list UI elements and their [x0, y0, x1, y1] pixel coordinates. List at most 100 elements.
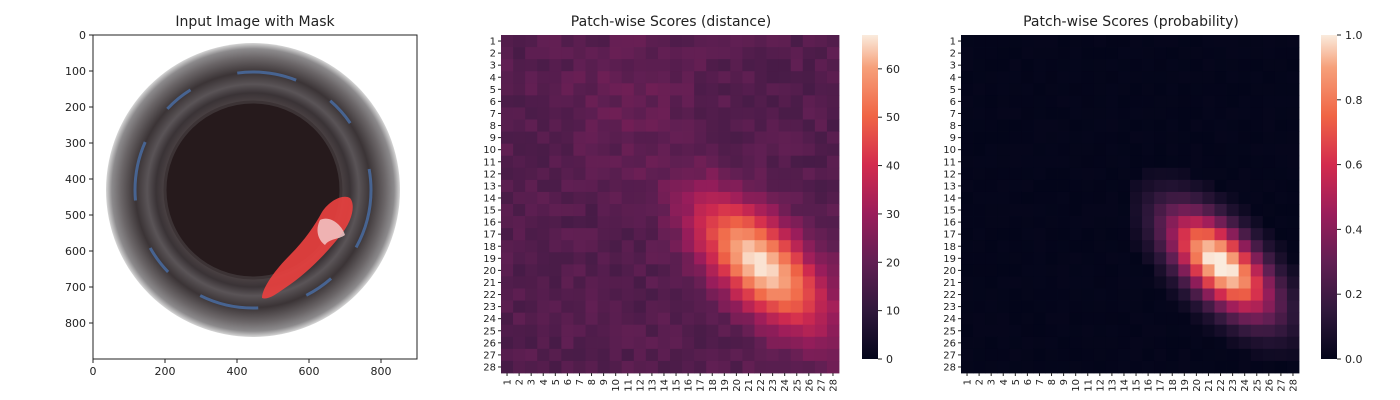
heatmap-cell: [1033, 59, 1046, 72]
heatmap-cell: [549, 216, 562, 229]
y-tick-label: 12: [943, 169, 956, 180]
heatmap-cell: [573, 59, 586, 72]
heatmap-cell: [549, 107, 562, 120]
colorbar-tick-label: 30: [886, 208, 900, 221]
heatmap-cell: [501, 288, 514, 301]
heatmap-cell: [1009, 228, 1022, 241]
heatmap-cell: [1178, 288, 1191, 301]
heatmap-cell: [513, 167, 526, 181]
heatmap-cell: [633, 240, 647, 253]
heatmap-cell: [1045, 204, 1058, 217]
heatmap-cell: [633, 95, 647, 108]
heatmap-cell: [1057, 228, 1071, 241]
heatmap-cell: [1178, 360, 1191, 374]
heatmap-cell: [754, 240, 767, 253]
heatmap-cell: [645, 300, 659, 314]
heatmap-cell: [1166, 179, 1179, 193]
heatmap-cell: [1154, 252, 1167, 265]
heatmap-cell: [790, 276, 804, 289]
heatmap-cell: [682, 276, 695, 289]
y-tick-label: 400: [65, 173, 86, 186]
heatmap-cell: [985, 312, 998, 326]
heatmap-cell: [1142, 143, 1155, 157]
heatmap-cell: [1142, 276, 1155, 289]
heatmap-cell: [609, 300, 623, 314]
heatmap-cell: [1142, 71, 1155, 84]
heatmap-cell: [718, 95, 731, 108]
heatmap-cell: [537, 288, 550, 301]
heatmap-cell: [1274, 107, 1288, 120]
heatmap-cell: [1105, 336, 1119, 350]
heatmap-cell: [537, 143, 550, 157]
heatmap-cell: [718, 252, 731, 265]
heatmap-cell: [670, 167, 683, 181]
heatmap-cell: [754, 191, 767, 205]
heatmap-cell: [645, 35, 659, 48]
heatmap-cell: [1274, 288, 1288, 301]
heatmap-cell: [1166, 252, 1179, 265]
heatmap-cell: [766, 71, 780, 84]
x-tick-label: 800: [371, 365, 392, 378]
heatmap-cell: [1130, 360, 1143, 374]
heatmap-cell: [997, 228, 1010, 241]
heatmap-cell: [1093, 312, 1107, 326]
heatmap-cell: [814, 288, 828, 301]
heatmap-cell: [997, 191, 1010, 205]
heatmap-cell: [1238, 119, 1252, 132]
x-tick-label: 9: [1059, 379, 1070, 385]
heatmap-cell: [754, 324, 767, 338]
heatmap-cell: [754, 95, 767, 108]
heatmap-cell: [573, 276, 586, 289]
heatmap-cell: [561, 59, 574, 72]
heatmap-cell: [694, 71, 707, 84]
heatmap-cell: [1093, 300, 1107, 314]
heatmap-cell: [790, 204, 804, 217]
heatmap-cell: [1105, 143, 1119, 157]
heatmap-cell: [1081, 167, 1095, 181]
heatmap-cell: [997, 131, 1010, 145]
heatmap-cell: [1166, 59, 1179, 72]
heatmap-cell: [985, 276, 998, 289]
heatmap-cell: [501, 167, 514, 181]
heatmap-cell: [1166, 288, 1179, 301]
heatmap-cell: [1190, 47, 1203, 60]
heatmap-cell: [778, 143, 792, 157]
colorbar: [862, 35, 878, 359]
heatmap-cell: [549, 95, 562, 108]
heatmap-cell: [501, 119, 514, 132]
heatmap-cell: [985, 216, 998, 229]
heatmap-cell: [742, 191, 755, 205]
heatmap-cell: [561, 324, 574, 338]
heatmap-cell: [1117, 264, 1131, 277]
heatmap-cell: [597, 143, 611, 157]
heatmap-cell: [1045, 47, 1058, 60]
heatmap-cell: [561, 336, 574, 350]
heatmap-cell: [1021, 83, 1034, 96]
heatmap-cell: [1021, 119, 1034, 132]
heatmap-cell: [1033, 179, 1046, 193]
heatmap-cell: [1130, 240, 1143, 253]
heatmap-cell: [633, 71, 647, 84]
heatmap-cell: [814, 252, 828, 265]
heatmap-cell: [1154, 288, 1167, 301]
y-tick-label: 17: [483, 230, 496, 241]
heatmap-cell: [1142, 155, 1155, 169]
heatmap-cell: [742, 228, 755, 241]
x-tick-label: 400: [227, 365, 248, 378]
heatmap-cell: [501, 143, 514, 157]
heatmap-cell: [754, 348, 767, 362]
heatmap-cell: [1214, 312, 1227, 326]
heatmap-cell: [973, 167, 986, 181]
heatmap-cell: [1238, 264, 1252, 277]
heatmap-cell: [609, 360, 623, 374]
heatmap-cell: [1033, 143, 1046, 157]
heatmap-cell: [561, 252, 574, 265]
heatmap-cell: [561, 216, 574, 229]
heatmap-cell: [1009, 35, 1022, 48]
heatmap-cell: [1202, 167, 1215, 181]
heatmap-cell: [585, 179, 598, 193]
heatmap-cell: [718, 155, 731, 169]
heatmap-cell: [1226, 119, 1240, 132]
heatmap-cell: [537, 47, 550, 60]
heatmap-cell: [1117, 47, 1131, 60]
